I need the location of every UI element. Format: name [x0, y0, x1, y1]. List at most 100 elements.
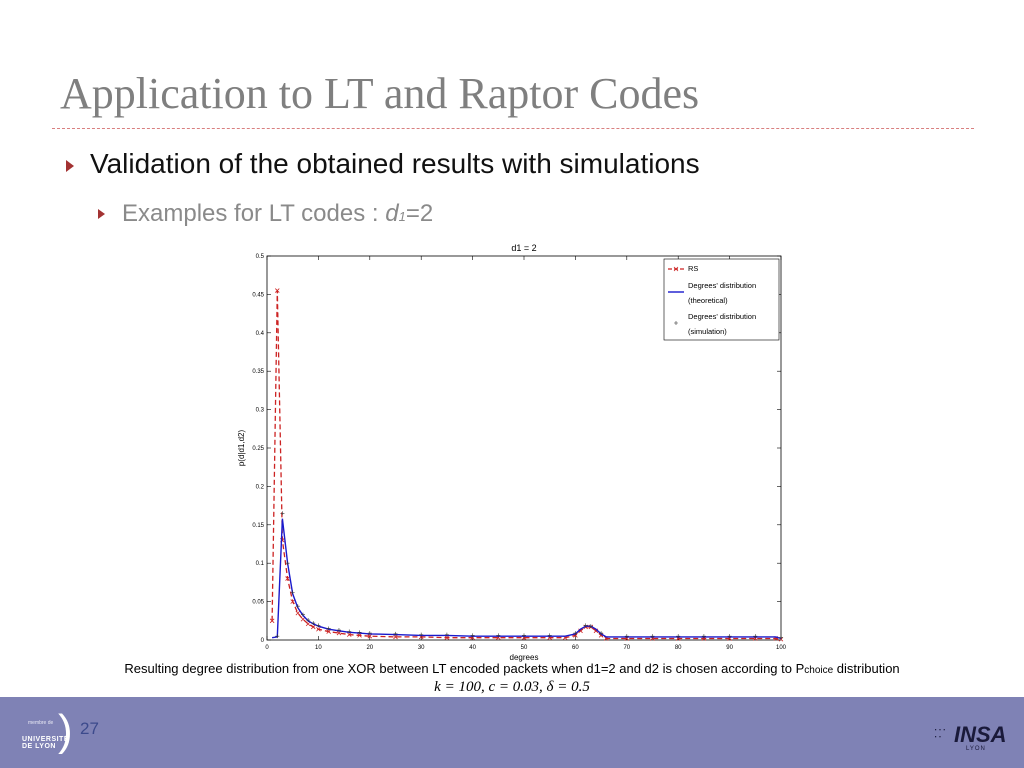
series-simulation-point [285, 561, 290, 566]
bullet-sub: Examples for LT codes : d1=2 [122, 200, 433, 228]
x-axis-label: degrees [510, 653, 539, 662]
degree-distribution-chart: 0 10 20 30 40 50 60 70 80 90 100 0 0.05 0.1 0.15 0.2 0.2… [237, 243, 787, 662]
university-logo-mark: ) [58, 706, 73, 755]
series-simulation-point [444, 632, 449, 637]
caption-end: distribution [833, 661, 900, 676]
title-divider [52, 128, 974, 129]
series-simulation-point [599, 631, 604, 636]
series-simulation-point [676, 634, 681, 639]
series-simulation-point [280, 511, 285, 516]
series-rs-point [310, 624, 316, 630]
x-tick-label: 60 [572, 645, 579, 651]
series-simulation-point [306, 618, 311, 623]
parameter-formula: k = 100, c = 0.03, δ = 0.5 [434, 679, 590, 695]
legend-label: Degrees' distribution [688, 312, 756, 321]
insa-dots-icon: ∙∙∙ ∙∙ [934, 722, 948, 743]
university-logo-line1: membre de [28, 720, 54, 726]
insa-logo-name: INSA [954, 722, 1007, 747]
x-tick-label: 10 [315, 645, 322, 651]
bullet-sub-suffix: =2 [405, 200, 434, 227]
bullet-sub-subscript: 1 [398, 209, 406, 224]
series-simulation-point [290, 590, 295, 595]
series-simulation-point [573, 631, 578, 636]
university-logo: membre de UNIVERSITÉ DE LYON ) [22, 706, 73, 755]
figure-caption: Resulting degree distribution from one X… [0, 661, 1024, 676]
footer-bar [0, 697, 1024, 768]
series-rs-point [295, 610, 301, 616]
chart-title: d1 = 2 [511, 243, 536, 253]
bullet-arrow-icon [66, 160, 74, 172]
series-simulation-point [496, 633, 501, 638]
series-simulation-point [419, 632, 424, 637]
y-tick-label: 0.5 [256, 254, 265, 260]
legend-rs-marker [673, 266, 679, 272]
legend-simulation-marker [674, 321, 678, 325]
bullet-arrow-icon [98, 209, 105, 219]
y-tick-label: 0.35 [252, 369, 264, 375]
series-rs-point [316, 626, 321, 632]
x-tick-label: 90 [726, 645, 733, 651]
series-simulation-point [470, 633, 475, 638]
series-simulation-point [547, 633, 552, 638]
legend-label: RS [688, 264, 698, 273]
series-simulation-point [583, 623, 588, 628]
x-tick-label: 70 [623, 645, 630, 651]
series-simulation-point [393, 631, 398, 636]
series-simulation-point [336, 628, 341, 633]
series-simulation-point [753, 634, 758, 639]
series-rs-point [393, 634, 398, 640]
bullet-sub-var: d [385, 200, 399, 227]
y-tick-label: 0.15 [252, 523, 264, 529]
legend-box [663, 258, 780, 341]
y-tick-label: 0 [261, 638, 265, 644]
series-simulation-point [624, 634, 629, 639]
page-number: 27 [80, 719, 99, 738]
insa-logo-city: LYON [966, 746, 986, 752]
y-tick-label: 0.05 [252, 600, 264, 606]
series-theoretical-line [271, 518, 782, 640]
series-simulation-point [295, 604, 300, 609]
insa-logo: ∙∙∙ ∙∙ INSA LYON [930, 720, 1010, 760]
y-tick-label: 0.2 [256, 484, 265, 490]
legend-label: Degrees' distribution [688, 281, 756, 290]
x-tick-label: 30 [418, 645, 425, 651]
series-simulation-point [311, 621, 316, 626]
series-simulation-point [357, 630, 362, 635]
series-simulation-point [326, 626, 331, 631]
series-simulation-point [522, 633, 526, 638]
series-rs-point [274, 288, 280, 293]
series-simulation-point [367, 631, 372, 636]
series-simulation-point [347, 629, 352, 634]
series-simulation-point [316, 623, 321, 628]
x-tick-label: 50 [521, 645, 528, 651]
x-tick-label: 80 [675, 645, 682, 651]
series-simulation-point [727, 634, 732, 639]
university-logo-line2: UNIVERSITÉ DE LYON [22, 736, 70, 750]
series-simulation-point [650, 634, 655, 639]
legend-label: (theoretical) [688, 296, 728, 305]
series-rs-point [326, 629, 331, 634]
series-rs-point [269, 618, 275, 624]
x-tick-label: 100 [776, 645, 787, 651]
series-simulation-point [588, 624, 593, 629]
series-rs-point [336, 630, 342, 636]
series-simulation-point [275, 634, 280, 639]
bullet-sub-prefix: Examples for LT codes : [122, 200, 386, 227]
x-tick-label: 0 [265, 645, 269, 651]
x-tick-label: 20 [366, 645, 373, 651]
series-rs-point [444, 635, 450, 640]
y-tick-label: 0.1 [256, 561, 265, 567]
series-simulation-point [779, 635, 783, 640]
y-tick-label: 0.3 [256, 408, 265, 414]
series-simulation-point [300, 612, 305, 617]
y-tick-label: 0.4 [256, 331, 265, 337]
series-rs-point [285, 576, 290, 581]
series-simulation-point [701, 634, 706, 639]
y-axis-label: p(d|d1,d2) [237, 430, 246, 467]
series-rs-point [305, 621, 311, 627]
caption-subscript: choice [804, 665, 834, 676]
legend-label: (simulation) [688, 327, 727, 336]
series-rs-point [300, 616, 306, 622]
slide-title: Application to LT and Raptor Codes [60, 69, 700, 118]
series-rs-point [290, 599, 295, 604]
